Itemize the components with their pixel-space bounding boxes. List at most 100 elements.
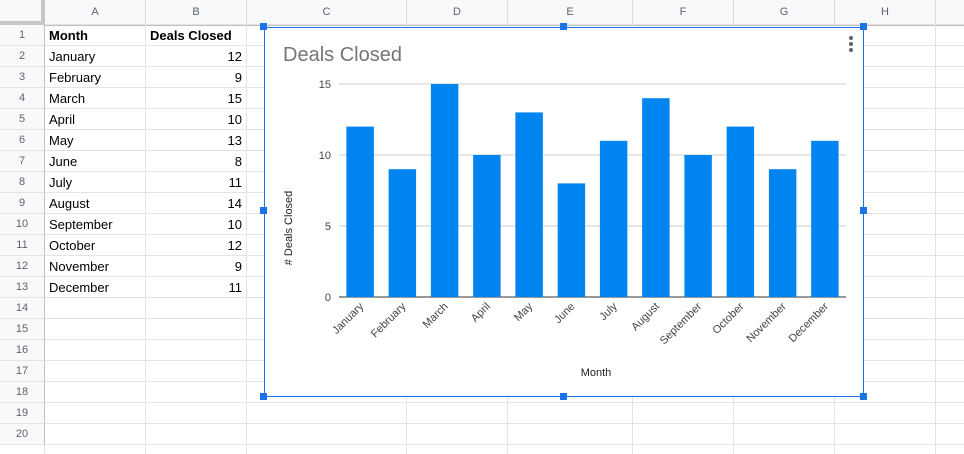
cell[interactable]: 11	[146, 277, 247, 298]
select-all-corner[interactable]	[0, 0, 45, 25]
cell[interactable]: 10	[146, 109, 247, 130]
row-header[interactable]: 7	[0, 151, 45, 172]
column-header[interactable]: B	[146, 0, 247, 25]
cell[interactable]: May	[45, 130, 146, 151]
resize-handle[interactable]	[860, 23, 867, 30]
cell[interactable]: June	[45, 151, 146, 172]
chart-title: Deals Closed	[283, 44, 402, 66]
cell[interactable]: Month	[45, 25, 146, 46]
column-header[interactable]: H	[835, 0, 936, 25]
gridline	[45, 24, 964, 25]
bar[interactable]	[515, 112, 543, 298]
row-header[interactable]: 12	[0, 256, 45, 277]
row-header[interactable]: 3	[0, 67, 45, 88]
row-header[interactable]: 18	[0, 382, 45, 403]
resize-handle[interactable]	[560, 393, 567, 400]
cell[interactable]: Deals Closed	[146, 25, 247, 46]
cell[interactable]: 9	[146, 256, 247, 277]
x-tick-label: September	[658, 300, 705, 347]
x-tick-label: January	[330, 300, 367, 337]
x-tick-label: November	[744, 300, 789, 345]
cell[interactable]: 9	[146, 67, 247, 88]
cell[interactable]: 8	[146, 151, 247, 172]
column-header[interactable]: A	[45, 0, 146, 25]
row-header[interactable]: 8	[0, 172, 45, 193]
row-header[interactable]: 4	[0, 88, 45, 109]
resize-handle[interactable]	[860, 393, 867, 400]
row-header[interactable]: 6	[0, 130, 45, 151]
cell[interactable]: January	[45, 46, 146, 67]
row-header[interactable]: 14	[0, 298, 45, 319]
y-tick-label: 10	[319, 150, 331, 162]
column-header[interactable]: E	[508, 0, 633, 25]
y-tick-label: 5	[325, 221, 331, 233]
cell[interactable]: April	[45, 109, 146, 130]
bar[interactable]	[642, 98, 670, 297]
gridline	[45, 423, 964, 424]
bar[interactable]	[599, 140, 628, 297]
bar[interactable]	[726, 126, 755, 297]
gridline	[45, 444, 964, 445]
cell[interactable]: 10	[146, 214, 247, 235]
bar[interactable]	[430, 84, 459, 297]
row-header[interactable]: 1	[0, 25, 45, 46]
resize-handle[interactable]	[260, 393, 267, 400]
gridline	[45, 402, 964, 403]
cell[interactable]: December	[45, 277, 146, 298]
cell[interactable]: February	[45, 67, 146, 88]
resize-handle[interactable]	[560, 23, 567, 30]
cell[interactable]: 12	[146, 235, 247, 256]
cell[interactable]: 15	[146, 88, 247, 109]
cell[interactable]: September	[45, 214, 146, 235]
row-header[interactable]: 17	[0, 361, 45, 382]
bar[interactable]	[557, 183, 586, 297]
x-tick-label: April	[469, 301, 493, 325]
bar[interactable]	[768, 169, 797, 297]
bar[interactable]	[346, 126, 374, 297]
row-header[interactable]: 10	[0, 214, 45, 235]
column-header[interactable]: F	[633, 0, 734, 25]
x-tick-label: June	[552, 301, 577, 326]
row-header[interactable]: 16	[0, 340, 45, 361]
y-axis-label: # Deals Closed	[283, 191, 295, 266]
x-tick-label: July	[597, 300, 620, 323]
resize-handle[interactable]	[260, 23, 267, 30]
row-header[interactable]: 19	[0, 403, 45, 424]
cell[interactable]: March	[45, 88, 146, 109]
y-tick-label: 15	[319, 79, 331, 91]
cell[interactable]: 14	[146, 193, 247, 214]
bar[interactable]	[473, 155, 501, 297]
bar[interactable]	[811, 140, 839, 297]
row-header[interactable]: 20	[0, 424, 45, 445]
bar[interactable]	[684, 155, 712, 297]
row-header[interactable]: 13	[0, 277, 45, 298]
bar-chart: Deals Closed 0 5 10 15 January February March…	[283, 44, 846, 379]
gridline	[935, 25, 936, 454]
chart[interactable]: Deals Closed 0 5 10 15 January February March…	[264, 27, 864, 397]
cell[interactable]: August	[45, 193, 146, 214]
more-vert-icon[interactable]	[845, 35, 857, 53]
cell[interactable]: 12	[146, 46, 247, 67]
cell[interactable]: 11	[146, 172, 247, 193]
column-header[interactable]: D	[407, 0, 508, 25]
row-header[interactable]: 11	[0, 235, 45, 256]
column-header[interactable]: G	[734, 0, 835, 25]
row-header[interactable]: 5	[0, 109, 45, 130]
row-header[interactable]: 15	[0, 319, 45, 340]
row-header[interactable]: 2	[0, 46, 45, 67]
cell[interactable]: October	[45, 235, 146, 256]
x-tick-label: October	[710, 300, 746, 336]
x-tick-label: May	[512, 300, 536, 324]
bar[interactable]	[388, 169, 417, 297]
resize-handle[interactable]	[860, 207, 867, 214]
row-header[interactable]: 9	[0, 193, 45, 214]
column-header[interactable]: C	[247, 0, 407, 25]
cell[interactable]: November	[45, 256, 146, 277]
x-tick-label: March	[421, 301, 451, 331]
x-tick-label: August	[629, 301, 662, 334]
cell[interactable]: July	[45, 172, 146, 193]
cell[interactable]: 13	[146, 130, 247, 151]
x-tick-label: December	[787, 300, 832, 345]
resize-handle[interactable]	[260, 207, 267, 214]
